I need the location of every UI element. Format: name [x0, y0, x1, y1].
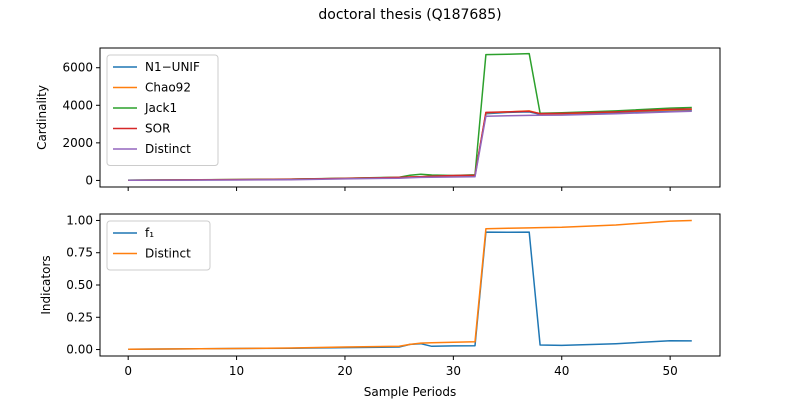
x-tick-label: 50	[662, 364, 677, 378]
cardinality-y-tick-label: 0	[85, 173, 93, 187]
indicators-y-tick-label: 0.00	[66, 343, 93, 357]
indicators-y-tick-label: 0.25	[66, 310, 93, 324]
indicators-plot-frame	[99, 213, 721, 357]
cardinality-x-ticks	[127, 187, 671, 191]
cardinality-legend: N1−UNIF Chao92 Jack1 SOR Distinct	[106, 54, 219, 166]
indicators-panel: 0.00 0.25 0.50 0.75 1.00 0 10 20 30 40 50 Indicat…	[39, 213, 721, 378]
x-axis-label: Sample Periods	[364, 385, 456, 399]
indicators-y-tick-label: 0.50	[66, 278, 93, 292]
indicators-x-ticks: 0 10 20 30 40 50	[124, 356, 678, 378]
cardinality-legend-label: Jack1	[144, 101, 177, 115]
indicators-legend-label: Distinct	[145, 247, 191, 261]
indicators-y-tick-label: 1.00	[66, 213, 93, 227]
indicators-series-lines	[128, 219, 692, 350]
cardinality-series-lines	[128, 52, 692, 182]
x-tick-label: 40	[554, 364, 569, 378]
cardinality-plot-frame	[99, 47, 721, 188]
indicators-y-ticks: 0.00 0.25 0.50 0.75 1.00	[66, 213, 100, 357]
x-tick-label: 30	[446, 364, 461, 378]
x-tick-label: 20	[337, 364, 352, 378]
x-tick-label: 0	[124, 364, 132, 378]
indicators-legend-box	[106, 220, 211, 271]
cardinality-legend-label: Chao92	[145, 81, 191, 95]
x-tick-label: 10	[229, 364, 244, 378]
indicators-legend: f₁ Distinct	[106, 220, 211, 271]
cardinality-panel: 0 2000 4000 6000 Cardinality N1−UNIF Chao92 J…	[35, 47, 721, 191]
indicators-y-tick-label: 0.75	[66, 246, 93, 260]
cardinality-legend-box	[106, 54, 219, 166]
cardinality-y-tick-label: 2000	[62, 136, 93, 150]
chart-title: doctoral thesis (Q187685)	[318, 7, 501, 23]
indicators-y-axis-label: Indicators	[39, 255, 53, 314]
indicators-legend-label: f₁	[145, 226, 154, 240]
cardinality-series-line-4	[128, 110, 692, 182]
cardinality-legend-label: Distinct	[145, 142, 191, 156]
cardinality-y-tick-label: 4000	[62, 98, 93, 112]
indicators-series-line-1	[128, 219, 692, 350]
cardinality-legend-label: N1−UNIF	[145, 60, 200, 74]
cardinality-y-tick-label: 6000	[62, 61, 93, 75]
cardinality-legend-label: SOR	[145, 122, 170, 136]
cardinality-y-ticks: 0 2000 4000 6000	[62, 61, 100, 187]
cardinality-y-axis-label: Cardinality	[35, 85, 49, 150]
